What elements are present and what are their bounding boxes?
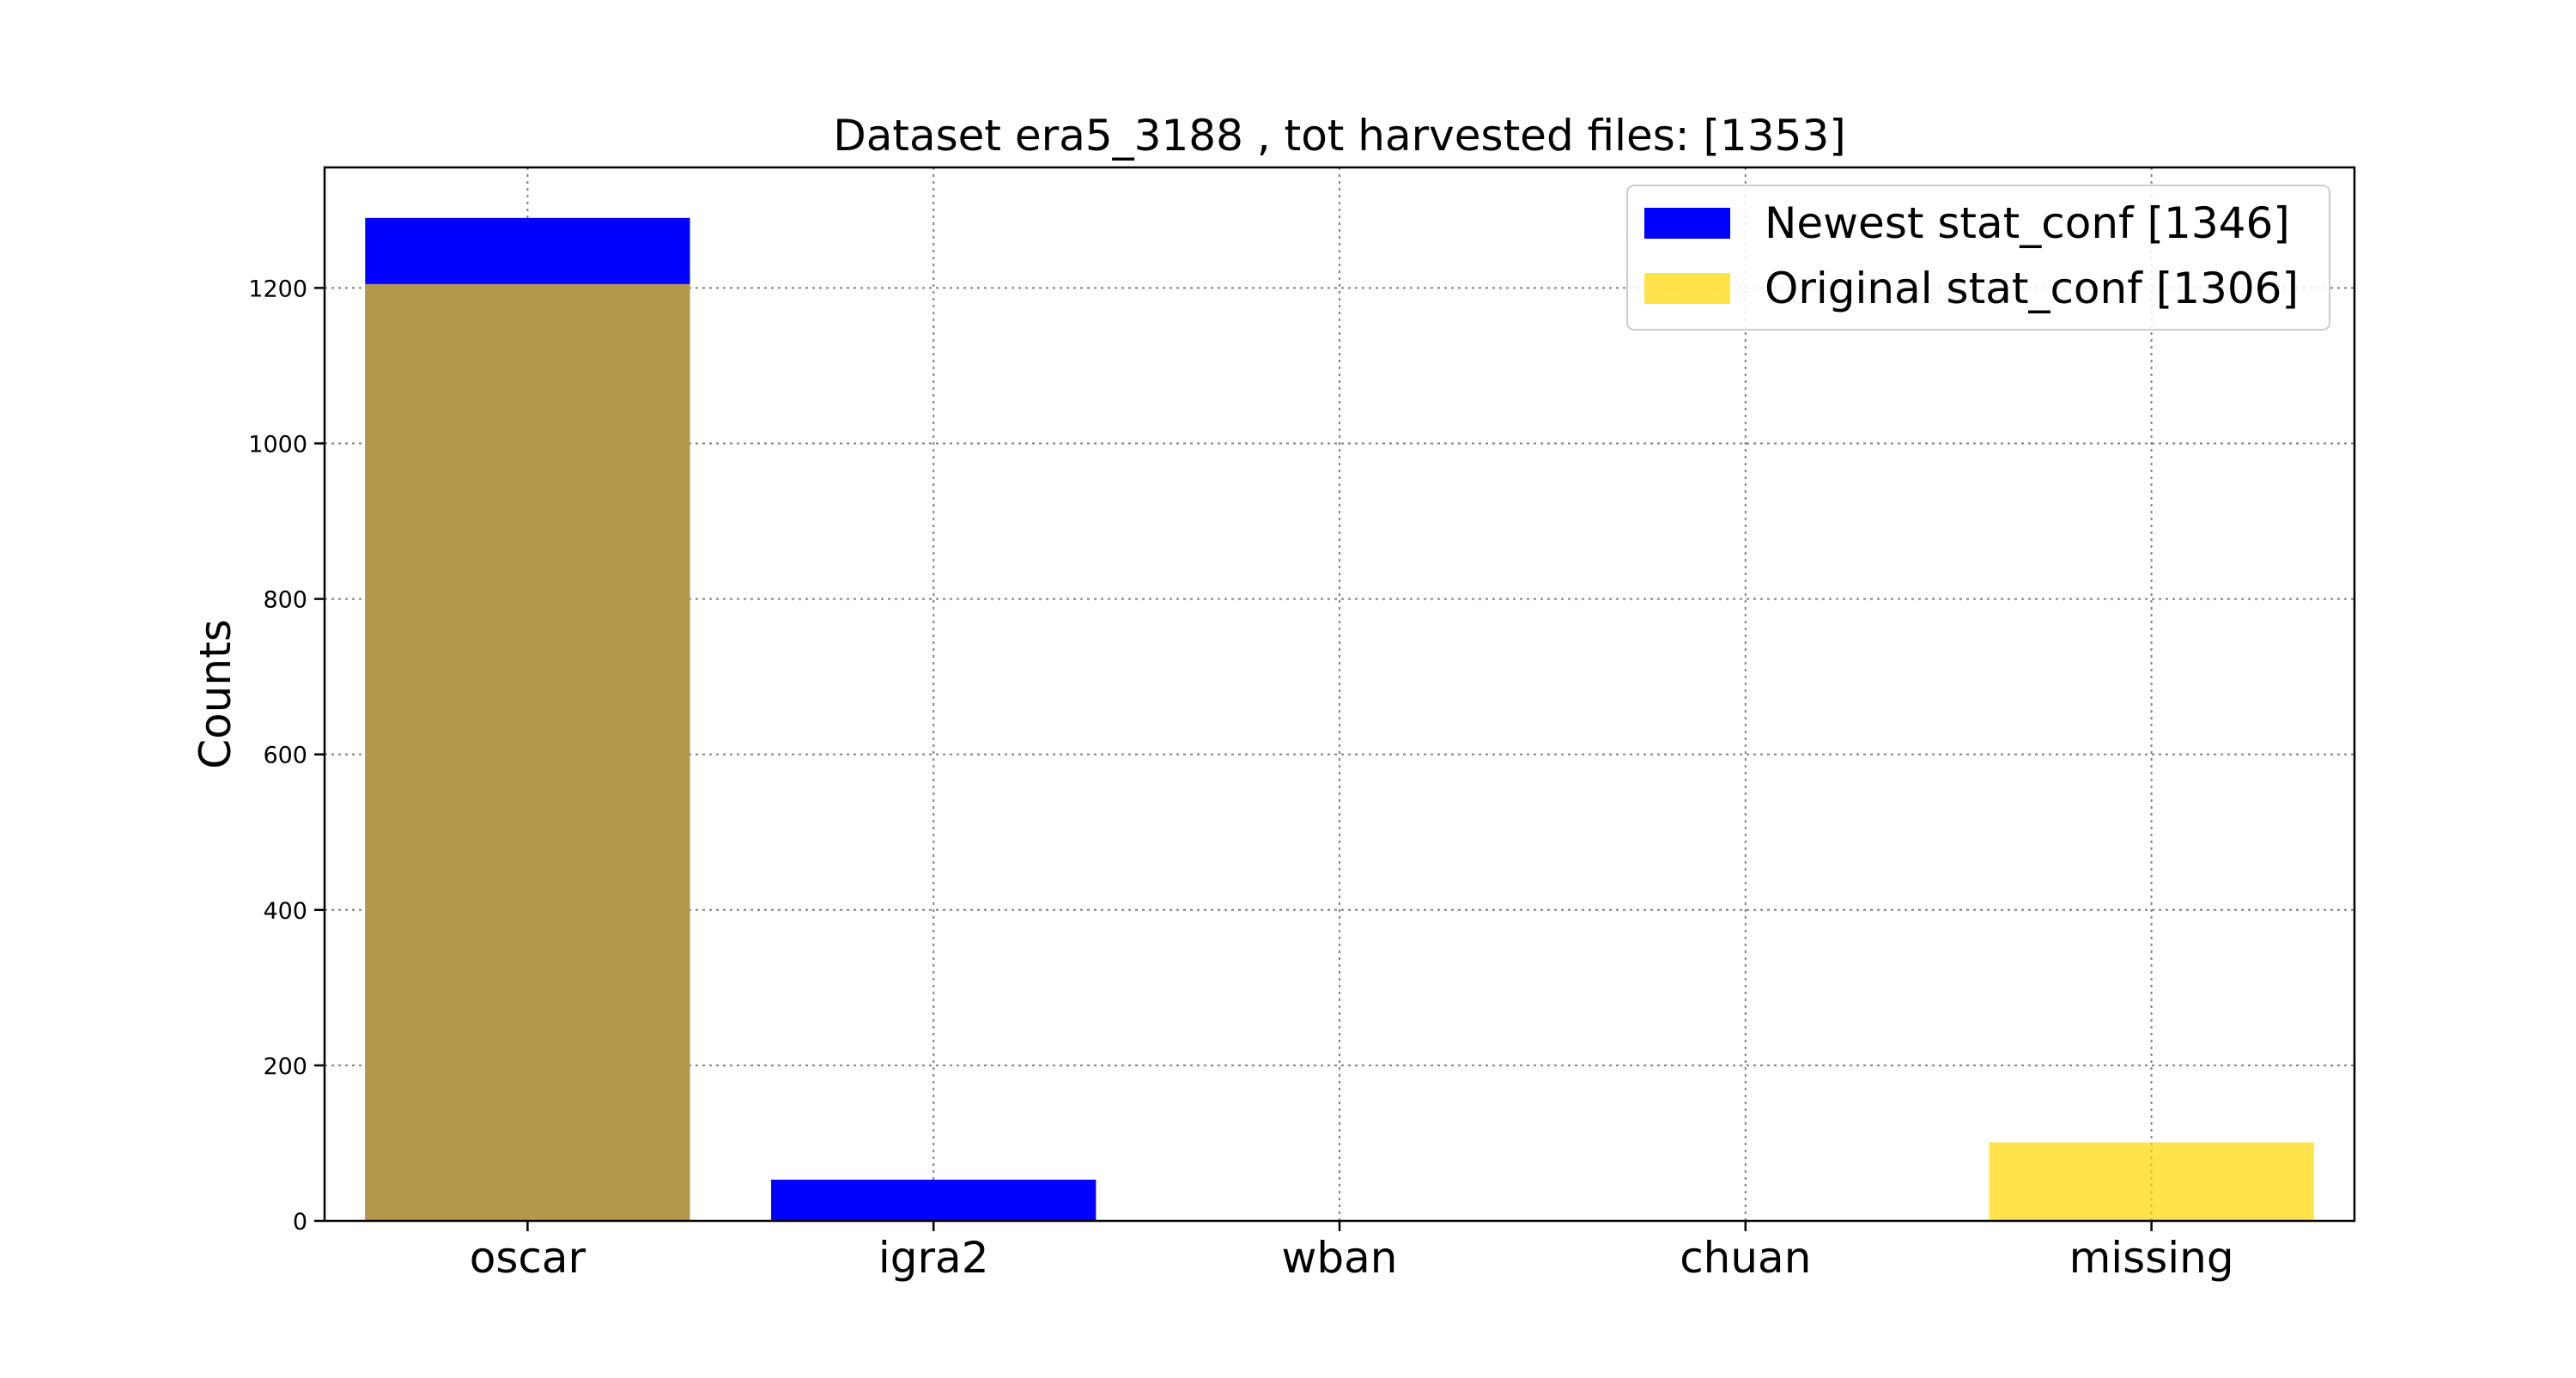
y-tick-label: 0 (293, 1209, 307, 1235)
x-tick-label-igra2: igra2 (878, 1233, 989, 1283)
y-axis-label: Counts (191, 619, 240, 769)
x-tick-label-missing: missing (2069, 1233, 2234, 1283)
x-tick-label-chuan: chuan (1680, 1233, 1811, 1283)
legend-label-newest: Newest stat_conf [1346] (1765, 198, 2290, 248)
x-axis: oscar igra2 wban chuan missing (470, 1221, 2234, 1283)
bar-newest-igra2 (771, 1180, 1097, 1221)
y-tick-label: 1000 (248, 431, 307, 458)
legend-box (1626, 185, 2330, 331)
y-axis: 0 200 400 600 800 1000 1200 (248, 276, 325, 1235)
x-tick-label-wban: wban (1282, 1233, 1398, 1283)
x-tick-label-oscar: oscar (470, 1233, 586, 1283)
y-tick-label: 600 (263, 743, 307, 769)
bar-original-missing (1989, 1142, 2314, 1221)
y-tick-label: 400 (263, 898, 307, 925)
y-tick-label: 800 (263, 587, 307, 614)
y-tick-label: 1200 (248, 276, 307, 302)
legend-swatch-newest (1644, 208, 1730, 239)
chart-title: Dataset era5_3188 , tot harvested files:… (833, 111, 1846, 161)
legend: Newest stat_conf [1346] Original stat_con… (1626, 185, 2330, 331)
bars (365, 217, 2314, 1222)
bar-original-oscar (365, 283, 690, 1221)
y-tick-label: 200 (263, 1053, 307, 1080)
legend-label-original: Original stat_conf [1306] (1765, 264, 2299, 313)
legend-swatch-original (1644, 273, 1730, 304)
